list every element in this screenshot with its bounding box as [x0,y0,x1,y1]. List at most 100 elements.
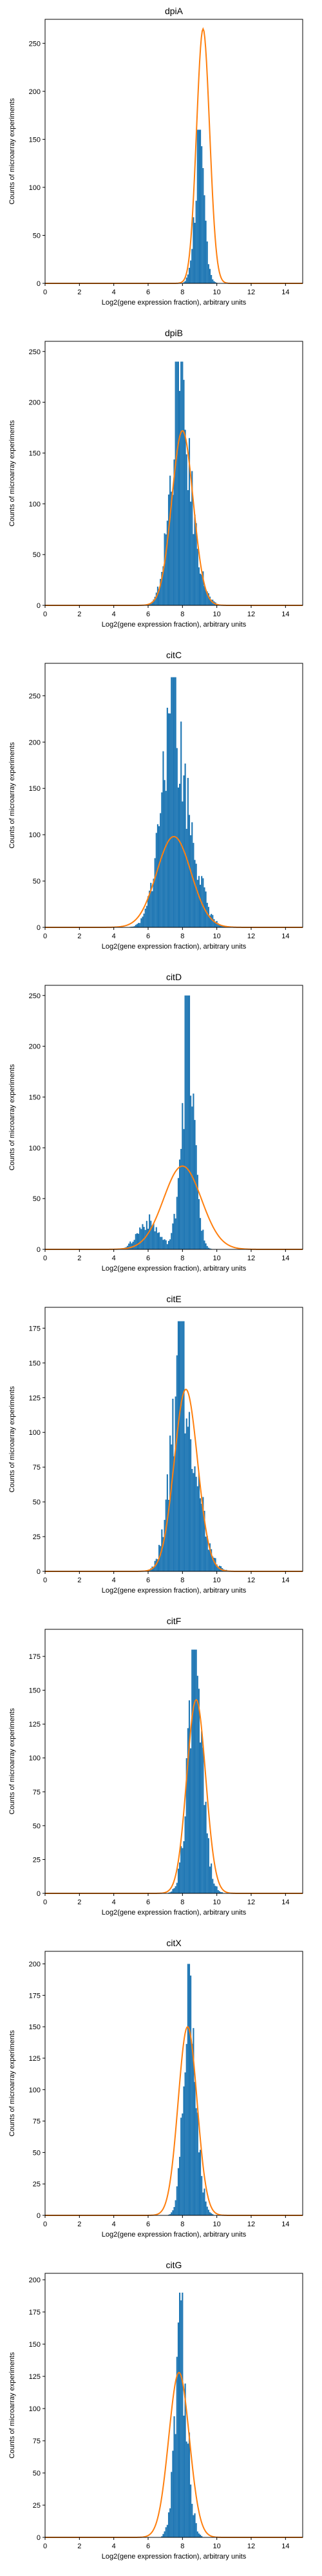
histogram-bar [175,1396,176,1571]
x-tick-label: 0 [43,1577,47,1584]
chart-panel-dpiA: dpiA 0 2 4 6 8 10 12 14 0 50 100 150 200 250 Log2(gene … [8,6,303,307]
histogram-bar [180,2117,182,2215]
x-tick-label: 14 [281,2221,289,2228]
histogram-bar [190,1439,191,1571]
histogram-bar [197,549,198,605]
histogram-bar [207,2206,208,2215]
histogram-bar [160,813,161,927]
histogram-bar [139,1227,140,1249]
histogram-bar [176,362,178,605]
y-tick-label: 25 [33,1533,41,1541]
histogram-bar [185,764,186,927]
histogram-bar [204,2188,205,2215]
chart-panel-citX: citX0 2 4 6 8 10 12 140255075100125150175200Log… [8,1938,303,2239]
histogram-bar [191,2504,193,2537]
histogram-bar [187,996,189,1249]
x-tick-label: 0 [43,1255,47,1262]
x-tick-label: 8 [180,611,184,618]
x-tick-label: 12 [247,2221,255,2228]
histogram-bar [185,1816,186,1893]
histogram-bar [179,2293,180,2537]
histogram-bar [178,788,179,927]
histogram-bar [173,1214,175,1249]
y-tick-label: 200 [29,1043,41,1051]
y-tick-label: 200 [29,2277,41,2284]
histogram-bar [193,2515,194,2537]
histogram-bar [135,925,137,927]
histogram-bar [196,201,197,283]
histogram-bar [200,885,201,927]
histogram-bar [186,278,187,283]
histogram-bar [186,996,187,1249]
histogram-bar [201,1231,202,1249]
histogram-bar [200,1498,201,1571]
histogram-bar [173,1456,175,1571]
y-tick-label: 25 [33,1856,41,1864]
histogram-bar [172,1399,173,1571]
x-tick-label: 4 [112,1899,116,1906]
histogram-bar [175,1886,176,1893]
histogram-bar [158,1233,160,1249]
histogram-bar [197,2112,198,2215]
x-tick-label: 0 [43,933,47,940]
x-axis-label: Log2(gene expression fraction), arbitrar… [102,621,247,629]
histogram-bar [201,574,202,605]
histogram-bar [200,2535,201,2537]
x-axis-label: Log2(gene expression fraction), arbitrar… [102,1587,247,1595]
histogram-bar [204,586,205,605]
histogram-bar [158,826,160,927]
x-tick-label: 10 [213,289,221,296]
histogram-bar [198,1199,200,1249]
histogram-bar [151,1226,153,1249]
histogram-bar [182,1321,183,1571]
histogram-bar [176,1356,178,1571]
x-tick-label: 12 [247,1255,255,1262]
histogram-bar [196,1650,197,1893]
histogram-bar [198,129,200,283]
x-tick-label: 6 [146,611,150,618]
x-tick-label: 6 [146,1899,150,1906]
histogram-bar [189,1412,190,1571]
histogram-bar [190,502,191,605]
x-axis-label: Log2(gene expression fraction), arbitrar… [102,1265,247,1273]
y-tick-label: 50 [33,878,41,886]
histogram-bar [186,2044,187,2215]
x-tick-label: 4 [112,2543,116,2550]
x-tick-label: 0 [43,1899,47,1906]
y-tick-label: 50 [33,2470,41,2477]
histogram-bar [144,914,145,927]
histogram-bar [198,2152,200,2215]
histogram-bar [201,2176,202,2215]
y-tick-label: 75 [33,2118,41,2126]
x-tick-label: 14 [281,1255,289,1262]
chart-panel-citE: citE0 2 4 6 8 10 12 140255075100125150175Log2(g… [8,1294,303,1595]
chart-panel-dpiB: dpiB0 2 4 6 8 10 12 14050100150200250Log2(gene … [8,328,303,629]
histogram-bar [205,221,207,283]
y-tick-label: 125 [29,2373,41,2381]
histogram-bar [139,923,140,927]
histogram-bar [160,1237,161,1249]
histogram-bar [209,269,211,283]
x-axis-label: Log2(gene expression fraction), arbitrar… [102,1909,247,1917]
histogram-bar [178,1321,179,1571]
histogram-bar [153,878,154,927]
x-tick-label: 8 [180,2221,184,2228]
histogram-bar [167,708,168,927]
histogram-bar [194,1466,195,1571]
histogram-bar [164,1520,166,1571]
x-tick-label: 8 [180,1899,184,1906]
x-tick-label: 2 [77,1255,81,1262]
x-tick-label: 2 [77,933,81,940]
histogram-bar [196,2108,197,2215]
histogram-bar [211,1864,212,1893]
histogram-bar [183,1321,184,1571]
y-axis-label: Counts of microarray experiments [8,1064,16,1171]
chart-panel-citF: citF0 2 4 6 8 10 12 140255075100125150175Log2(g… [8,1616,303,1917]
histogram-bar [156,1227,157,1249]
histogram-bar [207,242,208,283]
histogram-bar [193,1650,194,1893]
histogram-bar [180,721,182,927]
x-tick-label: 2 [77,611,81,618]
histogram-bar [207,1246,208,1249]
x-tick-label: 0 [43,611,47,618]
